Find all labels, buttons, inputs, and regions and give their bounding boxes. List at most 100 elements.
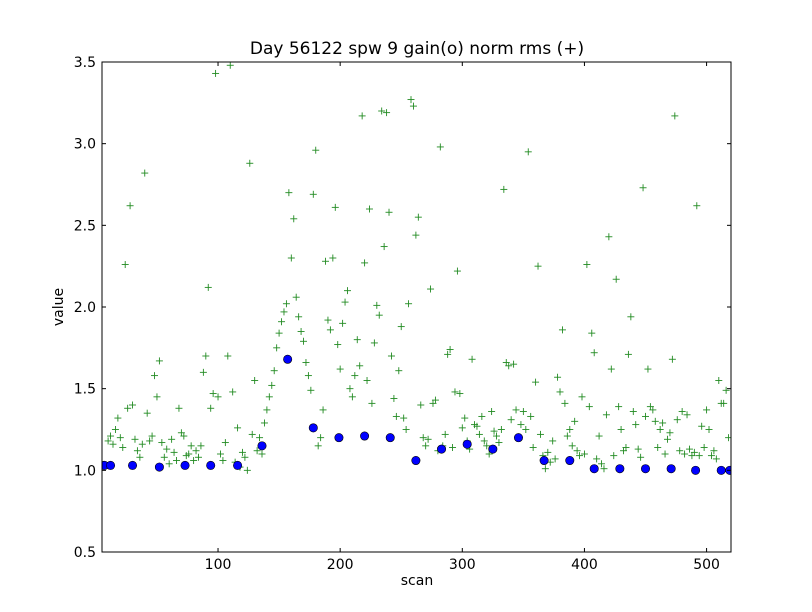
plus-marker	[473, 422, 481, 430]
plus-marker	[585, 403, 593, 411]
plus-marker	[180, 432, 188, 440]
plus-marker	[153, 393, 161, 401]
plus-marker	[300, 337, 308, 345]
plus-marker	[361, 259, 369, 267]
x-tick-label: 500	[693, 557, 720, 573]
plus-marker	[363, 377, 371, 384]
plus-marker	[273, 344, 281, 352]
plus-marker	[583, 261, 591, 269]
x-axis-label: scan	[401, 573, 433, 589]
plus-marker	[436, 143, 444, 151]
plus-marker	[400, 414, 408, 422]
plus-marker	[563, 432, 571, 440]
plus-marker	[568, 442, 576, 450]
plus-marker	[133, 447, 141, 455]
plus-marker	[705, 426, 713, 433]
plus-marker	[720, 399, 728, 407]
y-tick-label: 1.0	[74, 463, 96, 479]
plus-marker	[427, 285, 435, 293]
plus-marker	[598, 460, 606, 468]
plus-marker	[224, 352, 232, 360]
plus-marker	[302, 359, 310, 367]
plus-marker	[615, 403, 623, 411]
plus-marker	[141, 169, 149, 177]
plus-marker	[380, 243, 388, 251]
plus-marker	[424, 435, 432, 443]
plus-marker	[551, 455, 559, 463]
plus-marker	[492, 432, 500, 440]
plus-marker	[605, 233, 613, 241]
plus-marker	[524, 148, 532, 156]
plus-marker	[285, 189, 293, 197]
plus-marker	[519, 408, 527, 416]
plus-marker	[700, 443, 708, 451]
plus-marker	[329, 254, 337, 262]
plus-marker	[458, 424, 466, 432]
plus-marker	[219, 457, 227, 465]
plus-marker	[334, 341, 342, 349]
circle-marker	[437, 444, 447, 454]
plus-marker	[629, 408, 637, 416]
plus-marker	[402, 426, 410, 433]
plus-marker	[456, 390, 464, 398]
plus-marker	[698, 422, 706, 430]
plus-marker	[124, 404, 132, 412]
plus-marker	[143, 409, 151, 417]
plus-marker	[588, 329, 596, 337]
plus-marker	[146, 437, 154, 445]
plus-marker	[541, 465, 549, 473]
plus-marker	[260, 419, 268, 427]
plus-marker	[639, 184, 647, 192]
circle-marker	[539, 456, 549, 466]
plus-marker	[263, 406, 271, 414]
circle-marker	[180, 460, 190, 470]
circle-marker	[615, 464, 625, 474]
plus-marker	[607, 365, 615, 373]
plus-marker	[287, 254, 295, 262]
plus-marker	[319, 406, 327, 414]
plus-marker	[414, 213, 422, 221]
y-tick-label: 3.0	[74, 137, 96, 153]
plus-marker	[405, 300, 413, 308]
plus-marker	[226, 62, 234, 69]
circle-marker	[385, 433, 395, 443]
plus-marker	[246, 159, 254, 167]
circle-marker	[154, 462, 164, 472]
plus-marker	[715, 377, 723, 384]
plus-marker	[278, 318, 286, 326]
plus-marker	[695, 452, 703, 460]
plus-marker	[529, 443, 537, 451]
chart-title: Day 56122 spw 9 gain(o) norm rms (+)	[250, 39, 584, 59]
plus-marker	[336, 365, 344, 373]
plus-marker	[431, 396, 439, 404]
plus-marker	[202, 352, 210, 360]
plus-marker	[478, 412, 486, 420]
plus-marker	[649, 406, 657, 414]
plus-marker	[197, 442, 205, 450]
plus-marker	[422, 442, 430, 450]
plus-marker	[676, 447, 684, 455]
plus-marker	[654, 443, 662, 451]
plus-marker	[488, 408, 496, 416]
plus-marker	[185, 450, 193, 458]
plus-marker	[348, 393, 356, 401]
plus-marker	[412, 231, 420, 239]
plus-marker	[483, 442, 491, 450]
plus-marker	[312, 146, 320, 154]
plus-marker	[253, 447, 261, 455]
plus-marker	[407, 96, 415, 104]
plus-marker	[170, 448, 178, 456]
plus-marker	[522, 426, 530, 433]
plus-marker	[368, 399, 376, 407]
plus-marker	[365, 205, 373, 213]
plus-marker	[544, 448, 552, 456]
plus-marker	[602, 411, 610, 419]
plus-marker	[417, 401, 425, 409]
plus-marker	[387, 352, 395, 360]
plus-marker	[397, 323, 405, 331]
plus-marker	[707, 452, 715, 460]
plus-marker	[290, 215, 298, 223]
circle-marker	[257, 441, 267, 451]
plus-marker	[500, 185, 508, 193]
